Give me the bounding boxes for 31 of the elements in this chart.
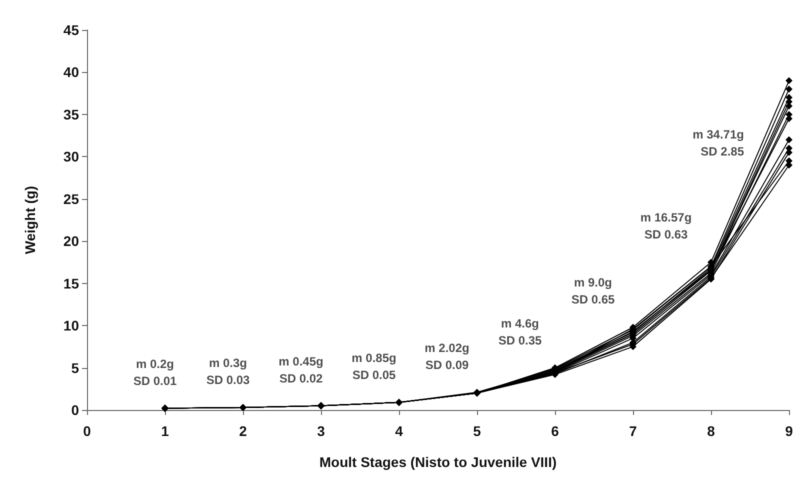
x-tick-label: 5 bbox=[473, 423, 482, 439]
x-tick-label: 7 bbox=[629, 423, 638, 439]
y-tick-label: 40 bbox=[63, 64, 80, 80]
y-tick-label: 25 bbox=[63, 190, 80, 207]
annotation: m 0.85g SD 0.05 bbox=[352, 350, 396, 382]
annotation: m 4.6g SD 0.35 bbox=[498, 316, 542, 348]
x-tick-label: 6 bbox=[551, 423, 560, 439]
x-tick-label: 4 bbox=[395, 423, 404, 439]
y-tick-label: 10 bbox=[63, 318, 80, 334]
x-tick-label: 2 bbox=[239, 423, 248, 439]
x-tick-label: 9 bbox=[785, 423, 794, 439]
annotation: m 0.3g SD 0.03 bbox=[206, 356, 250, 387]
x-tick-label: 8 bbox=[707, 423, 716, 439]
y-tick-label: 5 bbox=[71, 360, 80, 376]
x-tick-label: 1 bbox=[161, 423, 170, 439]
annotation: m 0.45g SD 0.02 bbox=[278, 354, 324, 386]
annotation: m 9.0g SD 0.65 bbox=[571, 276, 616, 307]
y-tick-label: 20 bbox=[63, 233, 80, 250]
y-tick-label: 35 bbox=[63, 106, 80, 122]
annotation: m 2.02g SD 0.09 bbox=[424, 340, 470, 372]
annotation: m 16.57g SD 0.63 bbox=[640, 210, 692, 242]
x-axis-title: Moult Stages (Nisto to Juvenile VIII) bbox=[319, 454, 557, 470]
y-tick-label: 30 bbox=[63, 148, 80, 165]
y-tick-label: 0 bbox=[71, 402, 80, 418]
y-axis-title: Weight (g) bbox=[22, 186, 38, 254]
x-tick-label: 3 bbox=[317, 423, 326, 439]
annotation: m 34.71g SD 2.85 bbox=[692, 127, 744, 158]
annotation: m 0.2g SD 0.01 bbox=[133, 356, 178, 388]
y-tick-label: 15 bbox=[63, 275, 80, 292]
x-tick-label: 0 bbox=[83, 423, 92, 439]
y-tick-label: 45 bbox=[63, 22, 80, 38]
